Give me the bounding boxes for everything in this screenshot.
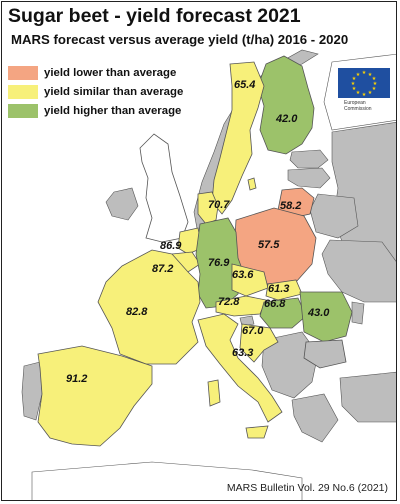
country-hungary: [259, 297, 307, 329]
value-labels: 42.0 65.4 58.2 70.7 86.9 87.2 76.9 57.5 …: [66, 79, 330, 385]
value-italy: 63.3: [232, 347, 253, 359]
balkans-region: [261, 331, 319, 399]
value-belgium: 87.2: [152, 263, 173, 275]
ukraine-region: [321, 239, 396, 303]
country-sweden: [211, 61, 265, 215]
legend-item-similar: yield similar than average: [8, 84, 188, 100]
country-denmark: [197, 191, 219, 225]
svg-text:★: ★: [372, 86, 377, 92]
legend: yield lower than average yield similar t…: [8, 65, 188, 122]
legend-item-lower: yield lower than average: [8, 65, 188, 81]
value-denmark: 70.7: [208, 199, 230, 211]
svg-text:★: ★: [372, 76, 377, 82]
value-romania: 43.0: [307, 307, 330, 319]
country-baltic-sea-island: [247, 177, 257, 191]
legend-label-similar: yield similar than average: [44, 86, 184, 98]
value-croatia: 67.0: [242, 325, 264, 337]
country-croatia: [239, 323, 279, 363]
value-finland: 42.0: [275, 113, 298, 125]
country-france: [97, 249, 201, 365]
country-spain: [37, 345, 153, 447]
value-czechia: 63.6: [232, 269, 254, 281]
country-bulgaria: [303, 339, 347, 369]
legend-swatch-lower: [8, 66, 38, 80]
eu-logo-caption: European Commission: [344, 100, 372, 112]
country-sicily: [245, 425, 269, 439]
country-czechia: [231, 263, 269, 297]
svg-text:★: ★: [352, 86, 357, 92]
turkey-region: [339, 371, 396, 423]
slovenia-region: [239, 315, 255, 327]
svg-text:★: ★: [362, 70, 367, 76]
value-austria: 72.8: [218, 296, 240, 308]
country-austria: [215, 295, 267, 317]
moldova-region: [351, 301, 365, 325]
greece-region: [291, 393, 339, 443]
svg-text:★: ★: [356, 90, 361, 96]
country-finland: [257, 55, 315, 155]
country-italy: [197, 313, 283, 423]
value-spain: 91.2: [66, 373, 87, 385]
eu-flag-logo: ★ ★ ★ ★ ★ ★ ★ ★ ★ ★ ★ ★: [338, 68, 390, 98]
legend-item-higher: yield higher than average: [8, 103, 188, 119]
value-france: 82.8: [126, 306, 148, 318]
svg-text:★: ★: [356, 72, 361, 78]
country-slovakia: [265, 279, 303, 301]
value-sweden: 65.4: [234, 79, 255, 91]
svg-text:★: ★: [373, 81, 378, 87]
svg-text:★: ★: [352, 76, 357, 82]
legend-swatch-higher: [8, 104, 38, 118]
svg-text:★: ★: [351, 81, 356, 87]
value-slovakia: 61.3: [268, 283, 289, 295]
value-lithuania: 58.2: [280, 200, 301, 212]
bulletin-footer: MARS Bulletin Vol. 29 No.6 (2021): [226, 482, 388, 494]
legend-label-lower: yield lower than average: [44, 67, 177, 79]
country-romania: [299, 291, 353, 343]
svg-text:★: ★: [362, 92, 367, 98]
no-data-countries: [21, 49, 396, 443]
svg-text:★: ★: [368, 72, 373, 78]
uk-outline: [139, 133, 189, 243]
ireland-region: [105, 187, 139, 221]
value-germany: 76.9: [208, 257, 230, 269]
value-hungary: 66.8: [264, 298, 286, 310]
eu-countries: [37, 55, 353, 447]
svg-text:★: ★: [368, 90, 373, 96]
portugal-region: [21, 361, 43, 421]
value-poland: 57.5: [258, 239, 280, 251]
latvia-region: [287, 167, 331, 189]
map-title: Sugar beet - yield forecast 2021: [8, 5, 301, 27]
legend-swatch-similar: [8, 85, 38, 99]
legend-label-higher: yield higher than average: [44, 105, 182, 117]
value-netherlands: 86.9: [160, 240, 182, 252]
north-africa-outline: [31, 461, 303, 500]
map-subtitle: MARS forecast versus average yield (t/ha…: [11, 32, 349, 47]
country-sardinia: [207, 379, 221, 407]
estonia-region: [289, 149, 329, 169]
country-netherlands: [177, 227, 203, 255]
